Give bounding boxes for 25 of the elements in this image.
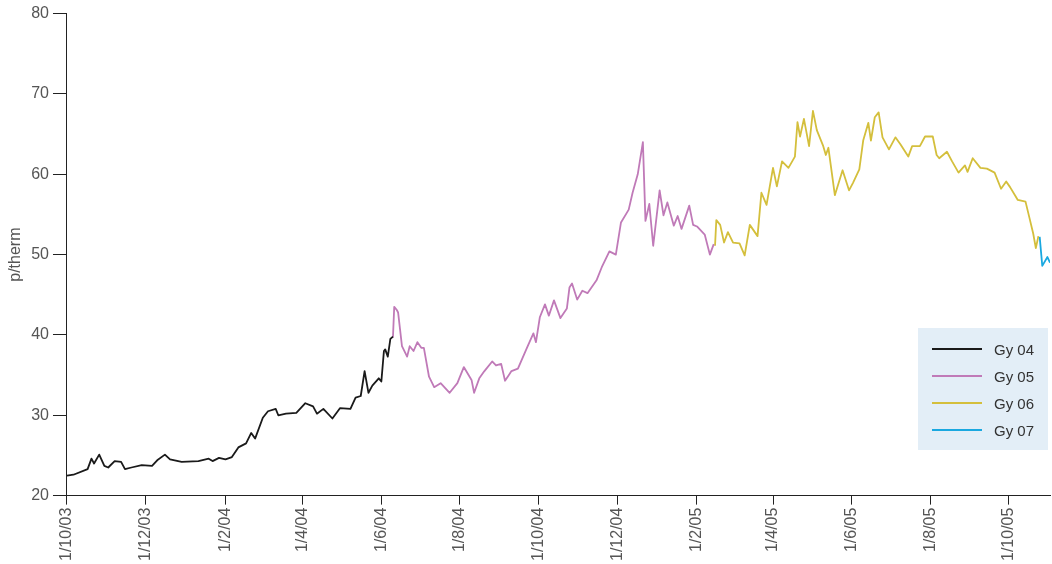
legend-label: Gy 04 <box>994 340 1035 358</box>
x-tick-label: 1/8/04 <box>450 507 468 553</box>
x-tick-label: 1/2/05 <box>687 507 705 553</box>
legend-label: Gy 07 <box>994 421 1035 439</box>
y-tick-label: 40 <box>31 325 50 343</box>
y-tick-label: 30 <box>31 405 50 423</box>
x-tick-label: 1/4/05 <box>763 507 781 553</box>
x-tick-label: 1/4/04 <box>293 507 311 553</box>
x-tick-label: 1/8/05 <box>920 507 938 553</box>
legend-label: Gy 06 <box>994 394 1035 412</box>
y-tick-label: 60 <box>31 164 50 182</box>
x-tick-label: 1/10/05 <box>999 507 1017 562</box>
x-tick-label: 1/12/04 <box>607 507 625 562</box>
x-tick-label: 1/10/03 <box>57 507 75 562</box>
x-tick-label: 1/2/04 <box>215 507 233 553</box>
y-axis-title: p/therm <box>6 227 24 282</box>
y-tick-label: 70 <box>31 84 50 102</box>
y-tick-label: 80 <box>31 4 50 22</box>
x-tick-label: 1/6/05 <box>842 507 859 553</box>
legend-label: Gy 05 <box>994 367 1035 385</box>
x-tick-label: 1/12/03 <box>135 507 153 562</box>
y-tick-label: 50 <box>31 245 50 263</box>
x-tick-label: 1/10/04 <box>528 507 546 562</box>
x-tick-label: 1/6/04 <box>371 507 389 553</box>
y-tick-label: 20 <box>31 486 50 504</box>
